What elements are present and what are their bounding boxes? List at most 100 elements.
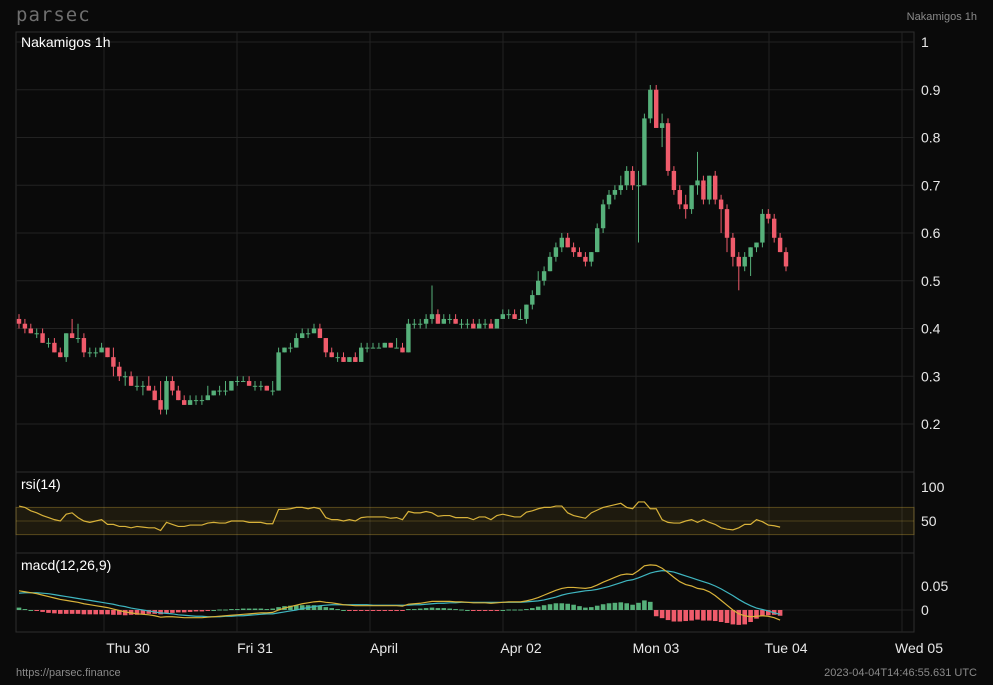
macd-signal-line bbox=[18, 570, 781, 618]
candle-body bbox=[235, 381, 240, 383]
macd-histogram-bar bbox=[288, 605, 293, 610]
candle bbox=[636, 170, 641, 243]
candle bbox=[64, 333, 69, 362]
candle bbox=[730, 233, 736, 267]
candle bbox=[459, 318, 464, 329]
candle bbox=[58, 347, 63, 358]
candle-body bbox=[471, 323, 476, 329]
candle-body bbox=[270, 390, 275, 392]
candle-body bbox=[211, 390, 216, 396]
candle-body bbox=[288, 347, 293, 349]
macd-histogram-bar bbox=[748, 610, 753, 622]
macd-histogram-bar bbox=[146, 610, 152, 614]
macd-histogram-bar bbox=[665, 610, 671, 621]
candle bbox=[494, 318, 500, 329]
candle bbox=[394, 338, 399, 349]
macd-histogram-bar bbox=[506, 609, 511, 611]
candle-body bbox=[494, 318, 500, 329]
candle bbox=[577, 247, 582, 257]
candle bbox=[488, 318, 494, 329]
candle bbox=[618, 175, 623, 195]
candle-body bbox=[382, 342, 387, 348]
candle-body bbox=[724, 209, 730, 238]
macd-histogram-bar bbox=[158, 610, 163, 615]
candle-body bbox=[170, 381, 175, 391]
rsi-line bbox=[18, 501, 781, 532]
candle bbox=[176, 385, 181, 401]
macd-histogram-bar bbox=[358, 610, 364, 611]
candle bbox=[435, 309, 441, 324]
candle bbox=[241, 376, 246, 383]
candle-body bbox=[300, 333, 305, 339]
macd-histogram-bar bbox=[535, 606, 541, 610]
candle bbox=[412, 318, 417, 329]
candle bbox=[270, 381, 275, 396]
footer-url[interactable]: https://parsec.finance bbox=[16, 667, 121, 679]
macd-histogram-bar bbox=[335, 609, 340, 611]
candle-body bbox=[93, 352, 98, 354]
candle bbox=[146, 376, 151, 391]
candle bbox=[707, 175, 712, 205]
macd-histogram-bar bbox=[500, 610, 506, 611]
candle-body bbox=[388, 342, 393, 348]
macd-histogram-bar bbox=[547, 604, 553, 610]
header-title: Nakamigos 1h bbox=[906, 11, 977, 23]
candle-body bbox=[329, 352, 334, 358]
macd-histogram-bar bbox=[341, 610, 346, 611]
candle bbox=[418, 318, 423, 329]
macd-histogram-bar bbox=[181, 610, 187, 613]
macd-histogram-bar bbox=[117, 610, 122, 615]
macd-histogram-bar bbox=[40, 610, 45, 612]
macd-histogram-bar bbox=[199, 610, 205, 612]
candle-body bbox=[435, 314, 441, 324]
candle bbox=[229, 381, 234, 391]
macd-histogram-bar bbox=[211, 610, 216, 611]
candle-body bbox=[488, 323, 494, 329]
price-tick-label: 1 bbox=[921, 34, 929, 50]
candle bbox=[87, 347, 92, 358]
price-tick-label: 0.7 bbox=[921, 177, 941, 193]
candle-body bbox=[730, 237, 736, 257]
macd-histogram-bar bbox=[512, 609, 517, 611]
macd-histogram-bar bbox=[695, 610, 700, 620]
macd-histogram-bar bbox=[347, 610, 352, 611]
macd-tick-label: 0.05 bbox=[921, 578, 948, 594]
macd-histogram-bar bbox=[400, 610, 405, 611]
candle bbox=[500, 309, 505, 319]
macd-histogram-bar bbox=[624, 603, 629, 610]
rsi-band bbox=[15, 506, 915, 536]
candle bbox=[677, 185, 682, 210]
candle bbox=[111, 347, 116, 377]
candle-body bbox=[429, 314, 435, 319]
x-axis-tick-label: Fri 31 bbox=[237, 640, 273, 656]
candle-body bbox=[241, 381, 246, 383]
parsec-logo[interactable]: parsec bbox=[16, 4, 91, 26]
candle bbox=[323, 338, 328, 358]
candle-body bbox=[565, 237, 570, 248]
macd-histogram-bar bbox=[46, 610, 51, 613]
candle bbox=[683, 194, 688, 219]
candle-body bbox=[482, 323, 488, 325]
candle-body bbox=[783, 252, 789, 267]
candle-body bbox=[701, 180, 706, 200]
macd-histogram-bar bbox=[760, 610, 765, 617]
macd-histogram-bar bbox=[553, 603, 559, 610]
candle bbox=[329, 347, 334, 358]
macd-histogram-bar bbox=[187, 610, 193, 612]
candle bbox=[536, 271, 541, 296]
candle-body bbox=[459, 323, 464, 325]
candle-body bbox=[152, 390, 157, 401]
candle bbox=[453, 314, 458, 324]
candle-body bbox=[760, 213, 765, 243]
candle-body bbox=[665, 123, 671, 171]
macd-histogram-bar bbox=[258, 608, 264, 610]
x-axis-tick-label: Thu 30 bbox=[106, 640, 150, 656]
candle-body bbox=[453, 318, 458, 324]
macd-line bbox=[18, 564, 781, 621]
candle bbox=[364, 342, 370, 353]
candle bbox=[140, 381, 146, 396]
candle-body bbox=[671, 170, 677, 191]
candle bbox=[441, 314, 446, 324]
candle bbox=[742, 252, 747, 272]
